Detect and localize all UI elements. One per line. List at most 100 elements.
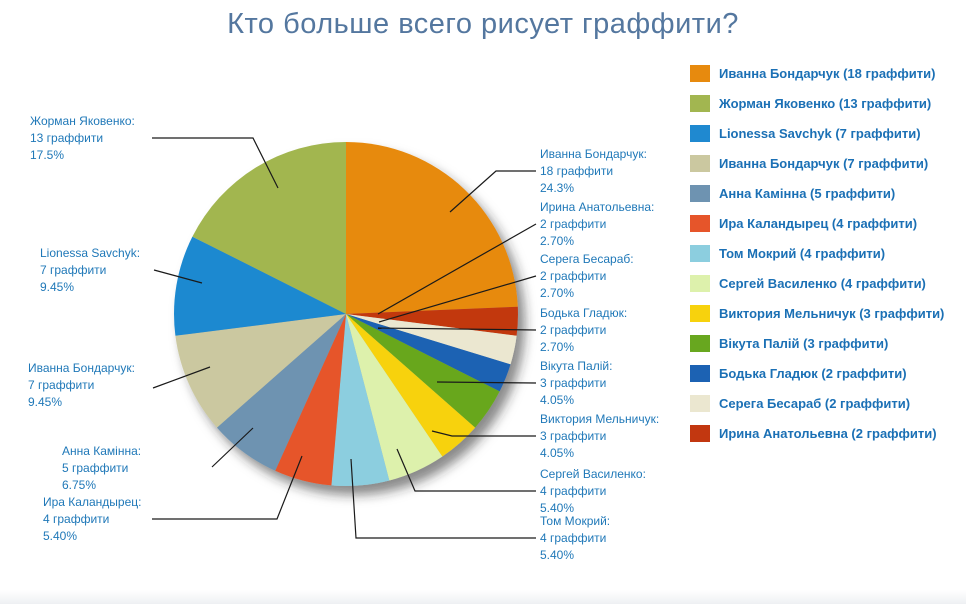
pie-slice-9 (346, 314, 476, 457)
pie-slice-7 (331, 314, 390, 487)
callout-line: 17.5% (30, 148, 65, 162)
callout-line: 7 граффити (40, 263, 107, 277)
slice-callout-1: Иванна Бондарчук: 18 граффити 24.3% (540, 146, 647, 197)
leader-line-5 (211, 427, 254, 468)
page-bottom-divider (0, 590, 966, 604)
callout-line: Жорман Яковенко: (30, 114, 135, 128)
legend-label: Lionessa Savchyk (7 граффити) (719, 125, 921, 141)
legend-label: Сергей Василенко (4 граффити) (719, 275, 926, 291)
slice-callout-5: Анна Камінна: 5 граффити 6.75% (62, 443, 141, 494)
legend-item-3: Lionessa Savchyk (7 граффити) (690, 118, 944, 148)
legend-label: Анна Камінна (5 граффити) (719, 185, 896, 201)
callout-line: Серега Бесараб: (540, 252, 634, 266)
legend-item-7: Том Мокрий (4 граффити) (690, 238, 944, 268)
callout-line: Ирина Анатольевна: (540, 200, 655, 214)
pie-slice-3 (174, 236, 346, 336)
leader-line-10 (436, 381, 537, 384)
callout-line: 3 граффити (540, 429, 607, 443)
leader-line-9 (431, 430, 536, 437)
callout-line: 5 граффити (62, 461, 129, 475)
slice-callout-3: Lionessa Savchyk: 7 граффити 9.45% (40, 245, 140, 296)
callout-line: 4 граффити (540, 531, 607, 545)
slice-callout-8: Сергей Василенко: 4 граффити 5.40% (540, 466, 646, 517)
legend-swatch-icon (690, 124, 710, 142)
callout-line: Иванна Бондарчук: (540, 147, 647, 161)
legend-swatch-icon (690, 334, 710, 352)
callout-line: Ира Каландырец: (43, 495, 142, 509)
legend-label: Иванна Бондарчук (7 граффити) (719, 155, 929, 171)
callout-line: 2.70% (540, 286, 575, 300)
leader-line-1 (449, 170, 536, 213)
pie-slice-10 (346, 314, 500, 428)
pie-slice-2 (192, 142, 346, 314)
legend-swatch-icon (690, 214, 710, 232)
slice-callout-12: Серега Бесараб: 2 граффити 2.70% (540, 251, 634, 302)
legend-swatch-icon (690, 274, 710, 292)
slice-callout-9: Виктория Мельничук: 3 граффити 4.05% (540, 411, 659, 462)
callout-line: 2 граффити (540, 323, 607, 337)
legend-item-8: Сергей Василенко (4 граффити) (690, 268, 944, 298)
legend-swatch-icon (690, 154, 710, 172)
leader-line-4 (152, 366, 211, 389)
callout-line: 9.45% (40, 280, 75, 294)
legend-swatch-icon (690, 94, 710, 112)
legend-label: Ира Каландырец (4 граффити) (719, 215, 918, 231)
legend-label: Серега Бесараб (2 граффити) (719, 395, 911, 411)
legend-item-5: Анна Камінна (5 граффити) (690, 178, 944, 208)
legend-item-2: Жорман Яковенко (13 граффити) (690, 88, 944, 118)
pie-slice-12 (346, 314, 517, 365)
slice-callout-10: Вікута Палій: 3 граффити 4.05% (540, 358, 612, 409)
legend-label: Бодька Гладюк (2 граффити) (719, 365, 907, 381)
legend-swatch-icon (690, 184, 710, 202)
slice-callout-2: Жорман Яковенко: 13 граффити 17.5% (30, 113, 135, 164)
callout-line: 5.40% (43, 529, 78, 543)
slice-callout-11: Бодька Гладюк: 2 граффити 2.70% (540, 305, 627, 356)
callout-line: Бодька Гладюк: (540, 306, 628, 320)
callout-line: Том Мокрий: (540, 514, 611, 528)
leader-lines (152, 137, 537, 539)
callout-line: 24.3% (540, 181, 575, 195)
legend-label: Вікута Палій (3 граффити) (719, 335, 889, 351)
callout-line: 2.70% (540, 340, 575, 354)
legend-label: Жорман Яковенко (13 граффити) (719, 95, 932, 111)
callout-line: Иванна Бондарчук: (28, 361, 135, 375)
slice-callout-6: Ира Каландырец: 4 граффити 5.40% (43, 494, 141, 545)
leader-line-11 (377, 327, 537, 331)
callout-line: 7 граффити (28, 378, 95, 392)
slice-callout-7: Том Мокрий: 4 граффити 5.40% (540, 513, 610, 564)
callout-line: Сергей Василенко: (540, 467, 646, 481)
callout-line: Вікута Палій: (540, 359, 613, 373)
pie-slice-11 (346, 314, 511, 392)
pie-slice-6 (275, 314, 346, 486)
legend-swatch-icon (690, 424, 710, 442)
slice-callout-13: Ирина Анатольевна: 2 граффити 2.70% (540, 199, 654, 250)
legend-item-6: Ира Каландырец (4 граффити) (690, 208, 944, 238)
legend: Иванна Бондарчук (18 граффити) Жорман Яко… (690, 58, 944, 448)
pie-slice-13 (346, 306, 518, 336)
callout-line: 2.70% (540, 234, 575, 248)
callout-line: 2 граффити (540, 269, 607, 283)
callout-line: 2 граффити (540, 217, 607, 231)
legend-item-12: Серега Бесараб (2 граффити) (690, 388, 944, 418)
legend-swatch-icon (690, 64, 710, 82)
legend-label: Виктория Мельничук (3 граффити) (719, 305, 945, 321)
legend-label: Иванна Бондарчук (18 граффити) (719, 65, 936, 81)
callout-line: 6.75% (62, 478, 97, 492)
callout-line: 9.45% (28, 395, 63, 409)
legend-label: Ирина Анатольевна (2 граффити) (719, 425, 937, 441)
legend-item-13: Ирина Анатольевна (2 граффити) (690, 418, 944, 448)
legend-swatch-icon (690, 244, 710, 262)
callout-line: 18 граффити (540, 164, 614, 178)
legend-item-9: Виктория Мельничук (3 граффити) (690, 298, 944, 328)
callout-line: 13 граффити (30, 131, 104, 145)
callout-line: 3 граффити (540, 376, 607, 390)
pie (174, 142, 518, 487)
leader-line-6 (152, 455, 303, 520)
leader-line-3 (153, 269, 203, 284)
callout-line: 5.40% (540, 501, 575, 515)
callout-line: 4.05% (540, 393, 575, 407)
pie-slice-8 (346, 314, 443, 481)
legend-item-4: Иванна Бондарчук (7 граффити) (690, 148, 944, 178)
legend-swatch-icon (690, 364, 710, 382)
